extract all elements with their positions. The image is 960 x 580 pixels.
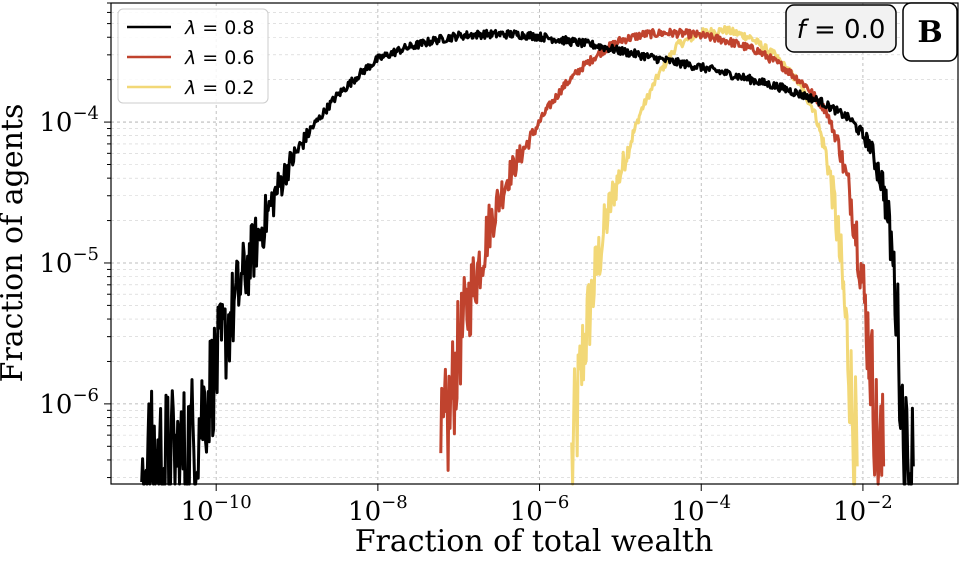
series-line <box>140 28 915 486</box>
y-tick-base: 10 <box>39 249 72 279</box>
x-tick-label: 10−8 <box>348 492 408 527</box>
legend-value: = 0.8 <box>196 17 254 39</box>
x-tick-exponent: −6 <box>543 492 570 513</box>
y-tick-base: 10 <box>39 108 72 138</box>
panel-label: B <box>917 15 942 50</box>
legend-symbol: λ <box>184 47 196 69</box>
y-tick-label: 10−6 <box>39 385 99 420</box>
x-tick-exponent: −2 <box>866 492 893 513</box>
x-tick-base: 10 <box>348 497 381 527</box>
x-axis-title: Fraction of total wealth <box>355 524 714 559</box>
y-tick-exponent: −5 <box>72 244 99 265</box>
series-layer <box>140 25 915 486</box>
legend-box <box>117 8 269 104</box>
x-tick-label: 10−2 <box>833 492 893 527</box>
series-line <box>439 27 886 486</box>
legend-symbol: λ <box>184 77 196 99</box>
x-tick-exponent: −4 <box>705 492 732 513</box>
y-axis-title: Fraction of agents <box>0 104 30 383</box>
legend-label: λ = 0.6 <box>184 47 254 69</box>
y-tick-base: 10 <box>39 390 72 420</box>
x-tick-exponent: −10 <box>214 492 252 513</box>
x-tick-label: 10−10 <box>181 492 252 527</box>
panel-label-frame <box>902 2 958 62</box>
x-tick-base: 10 <box>671 497 704 527</box>
plot-frame <box>110 2 959 485</box>
panel-label-box: B <box>902 2 958 62</box>
y-tick-label: 10−4 <box>39 103 99 138</box>
x-tick-label: 10−4 <box>671 492 731 527</box>
legend-entries: λ = 0.8λ = 0.6λ = 0.2 <box>127 17 254 99</box>
tick-marks <box>104 2 864 491</box>
x-tick-base: 10 <box>833 497 866 527</box>
legend-symbol: λ <box>184 17 196 39</box>
legend: λ = 0.8λ = 0.6λ = 0.2 <box>117 8 269 104</box>
y-tick-exponent: −4 <box>72 103 99 124</box>
x-tick-base: 10 <box>181 497 214 527</box>
legend-label: λ = 0.8 <box>184 17 254 39</box>
x-tick-label: 10−6 <box>510 492 570 527</box>
legend-value: = 0.6 <box>196 47 254 69</box>
legend-label: λ = 0.2 <box>184 77 254 99</box>
annotation-f-value: = 0.0 <box>806 15 886 45</box>
annotation-f-box: f = 0.0 <box>785 4 897 53</box>
annotation-f-text: f = 0.0 <box>797 15 886 45</box>
y-tick-exponent: −6 <box>72 385 99 406</box>
annotation-f-frame <box>785 4 897 53</box>
x-tick-base: 10 <box>510 497 543 527</box>
y-tick-label: 10−5 <box>39 244 99 279</box>
series-line <box>570 25 859 486</box>
x-tick-exponent: −8 <box>381 492 408 513</box>
legend-value: = 0.2 <box>196 77 254 99</box>
tick-labels: 10−10 10−8 10−6 10−4 10−210−610−510−4 <box>39 103 892 527</box>
